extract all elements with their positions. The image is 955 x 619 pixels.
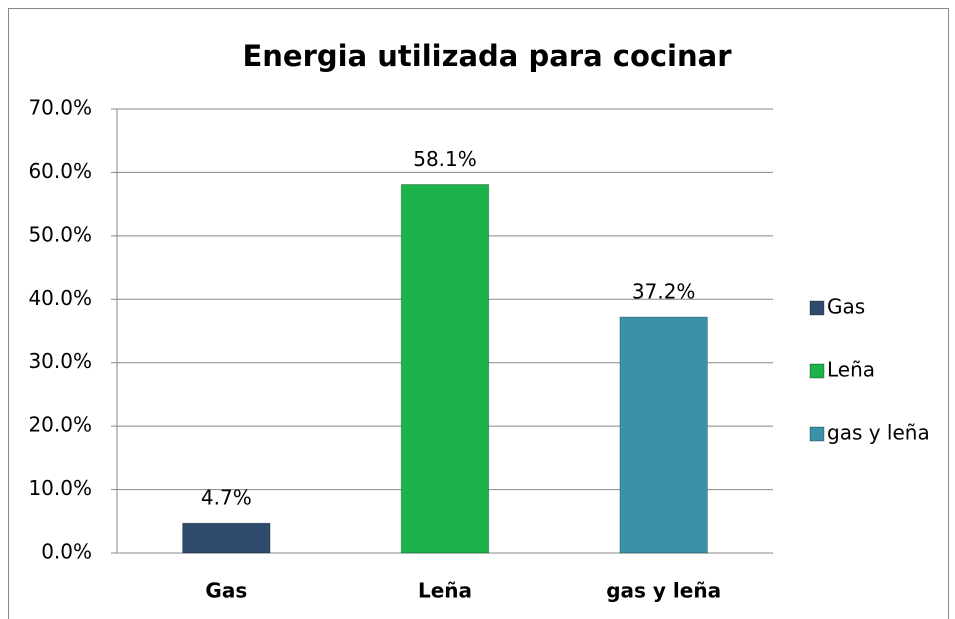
bar: [400, 183, 490, 554]
x-tick-label: gas y leña: [606, 579, 721, 603]
value-label: 58.1%: [413, 147, 477, 171]
y-tick-label: 20.0%: [28, 413, 92, 437]
chart-title: Energia utilizada para cocinar: [242, 39, 732, 73]
legend-label: Gas: [827, 295, 865, 319]
y-tick-label: 0.0%: [41, 540, 92, 564]
y-tick-label: 10.0%: [28, 476, 92, 500]
legend-swatch: [809, 426, 825, 442]
y-tick-label: 30.0%: [28, 349, 92, 373]
legend-label: gas y leña: [827, 421, 930, 445]
x-tick-label: Gas: [205, 579, 247, 603]
legend-swatch: [809, 300, 825, 316]
y-tick-label: 40.0%: [28, 286, 92, 310]
bar: [182, 522, 271, 554]
y-tick-label: 60.0%: [28, 159, 92, 183]
bar: [619, 316, 708, 554]
value-label: 37.2%: [632, 280, 696, 304]
legend-swatch: [809, 363, 825, 379]
y-tick-label: 70.0%: [28, 96, 92, 120]
legend-label: Leña: [827, 358, 875, 382]
x-tick-label: Leña: [418, 579, 472, 603]
value-label: 4.7%: [201, 486, 252, 510]
y-tick-label: 50.0%: [28, 222, 92, 246]
